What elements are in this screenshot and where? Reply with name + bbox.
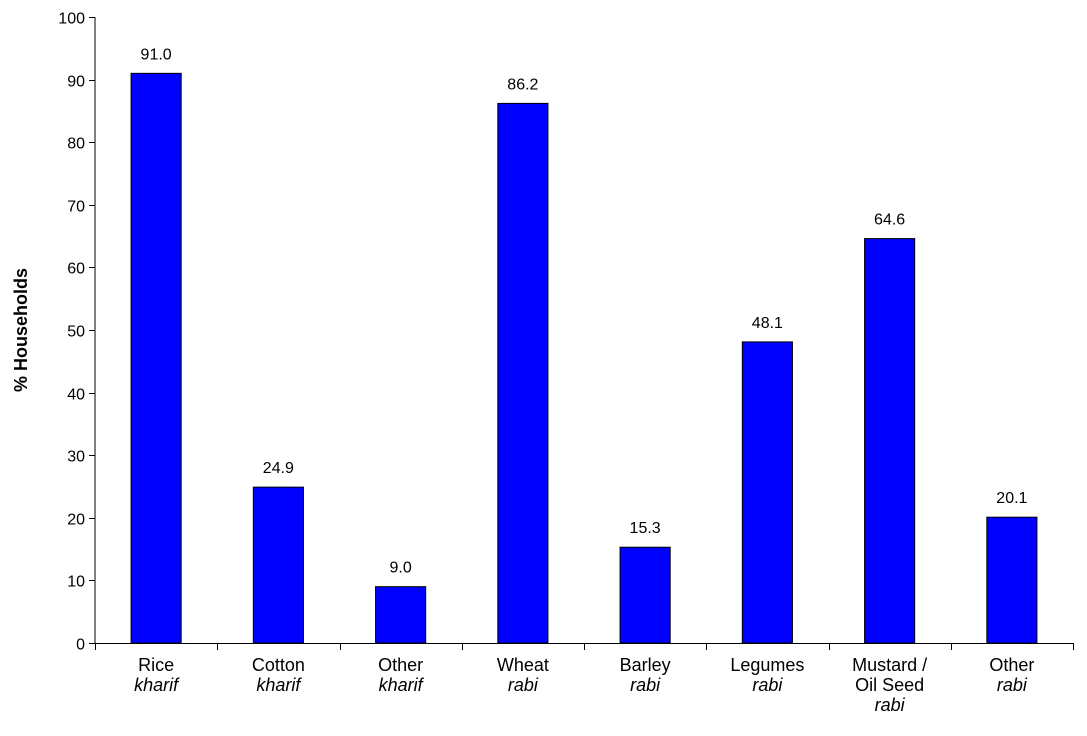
data-label: 48.1 — [752, 315, 783, 332]
x-axis — [95, 643, 1074, 650]
x-tick-season-label: rabi — [997, 675, 1028, 695]
x-tick-label: Other — [989, 655, 1034, 675]
data-label: 24.9 — [263, 460, 294, 477]
y-tick-label: 60 — [67, 261, 85, 278]
y-tick-label: 0 — [76, 637, 85, 654]
y-tick-label: 100 — [58, 11, 85, 28]
bar — [741, 341, 793, 644]
y-axis: 0 10 20 30 40 50 60 70 80 90 100 — [58, 11, 96, 654]
data-label: 91.0 — [141, 46, 172, 63]
data-label: 15.3 — [630, 520, 661, 537]
bar — [252, 486, 304, 644]
bar — [130, 72, 182, 644]
bars — [130, 72, 1038, 644]
data-label: 20.1 — [996, 490, 1027, 507]
x-tick-label: Rice — [138, 655, 174, 675]
data-label: 64.6 — [874, 212, 905, 229]
x-tick-label: Wheat — [497, 655, 549, 675]
y-tick-label: 30 — [67, 449, 85, 466]
bar — [375, 586, 427, 644]
x-tick-season-label: rabi — [875, 695, 906, 715]
bar — [986, 516, 1038, 644]
x-tick-label: Cotton — [252, 655, 305, 675]
x-tick-season-label: kharif — [134, 675, 180, 695]
y-tick-label: 20 — [67, 512, 85, 529]
bar — [619, 546, 671, 644]
x-tick-season-label: rabi — [508, 675, 539, 695]
x-tick-label: Legumes — [730, 655, 804, 675]
y-tick-label: 40 — [67, 387, 85, 404]
value-labels: 91.0 24.9 9.0 86.2 15.3 48.1 64.6 20.1 — [141, 46, 1028, 576]
x-tick-season-label: rabi — [752, 675, 783, 695]
y-tick-label: 70 — [67, 199, 85, 216]
y-tick-label: 10 — [67, 574, 85, 591]
data-label: 86.2 — [507, 76, 538, 93]
x-tick-season-label: kharif — [256, 675, 302, 695]
y-tick-label: 90 — [67, 74, 85, 91]
data-label: 9.0 — [390, 560, 412, 577]
x-tick-label: Barley — [620, 655, 671, 675]
x-tick-season-label: rabi — [630, 675, 661, 695]
y-tick-label: 50 — [67, 324, 85, 341]
category-labels: RicekharifCottonkharifOtherkharifWheatra… — [134, 655, 1034, 715]
x-tick-label: Other — [378, 655, 423, 675]
y-axis-title: % Households — [11, 268, 31, 392]
bar — [497, 102, 549, 644]
x-tick-label: Oil Seed — [855, 675, 924, 695]
x-tick-season-label: kharif — [379, 675, 425, 695]
x-tick-label: Mustard / — [852, 655, 927, 675]
y-tick-label: 80 — [67, 136, 85, 153]
bar — [864, 238, 916, 644]
